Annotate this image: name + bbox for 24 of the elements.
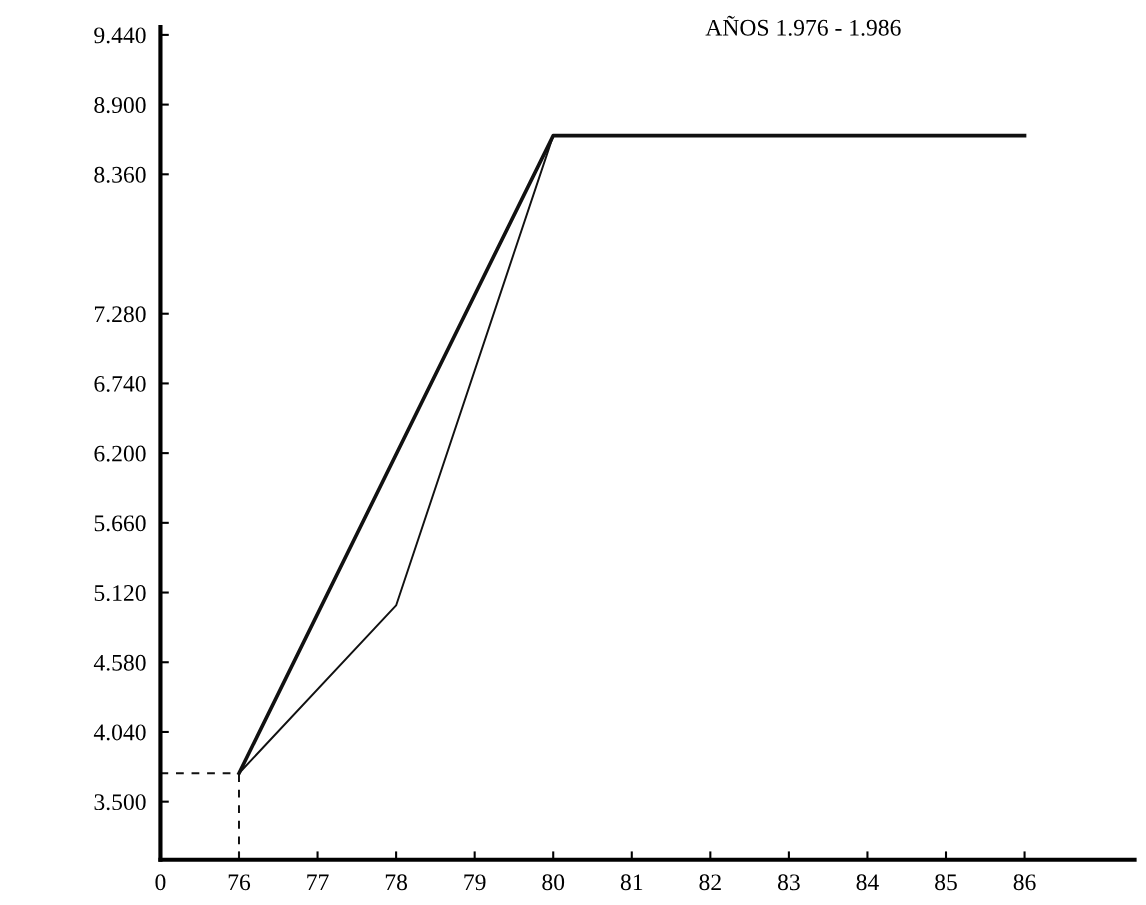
x-tick-label: 82 — [699, 874, 721, 891]
x-tick-label: 0 — [155, 874, 166, 891]
y-tick-label: 6.740 — [94, 375, 146, 392]
y-tick-label: 5.120 — [94, 585, 146, 602]
x-tick-label: 78 — [385, 874, 408, 891]
y-tick-label: 4.040 — [93, 724, 146, 741]
chart-title: AÑOS 1.976 - 1.986 — [705, 15, 901, 36]
y-tick-label: 8.360 — [94, 166, 146, 183]
x-tick-label: 86 — [1013, 874, 1036, 891]
x-tick-label: 81 — [620, 874, 643, 891]
x-tick-label: 84 — [856, 874, 879, 891]
y-tick-label: 6.200 — [94, 445, 146, 462]
y-tick-label: 3.500 — [94, 794, 146, 811]
x-tick-label: 77 — [307, 874, 329, 891]
y-tick-label: 7.280 — [94, 306, 146, 323]
y-tick-label: 9.440 — [94, 27, 146, 44]
y-tick-label: 4.580 — [93, 654, 146, 671]
y-tick-label: 5.660 — [94, 515, 146, 532]
x-tick-label: 85 — [935, 874, 957, 891]
y-tick-label: 8.900 — [94, 97, 146, 114]
x-tick-label: 76 — [228, 874, 251, 891]
x-tick-label: 83 — [777, 874, 800, 891]
x-tick-label: 80 — [542, 874, 565, 891]
x-tick-label: 79 — [464, 874, 486, 891]
